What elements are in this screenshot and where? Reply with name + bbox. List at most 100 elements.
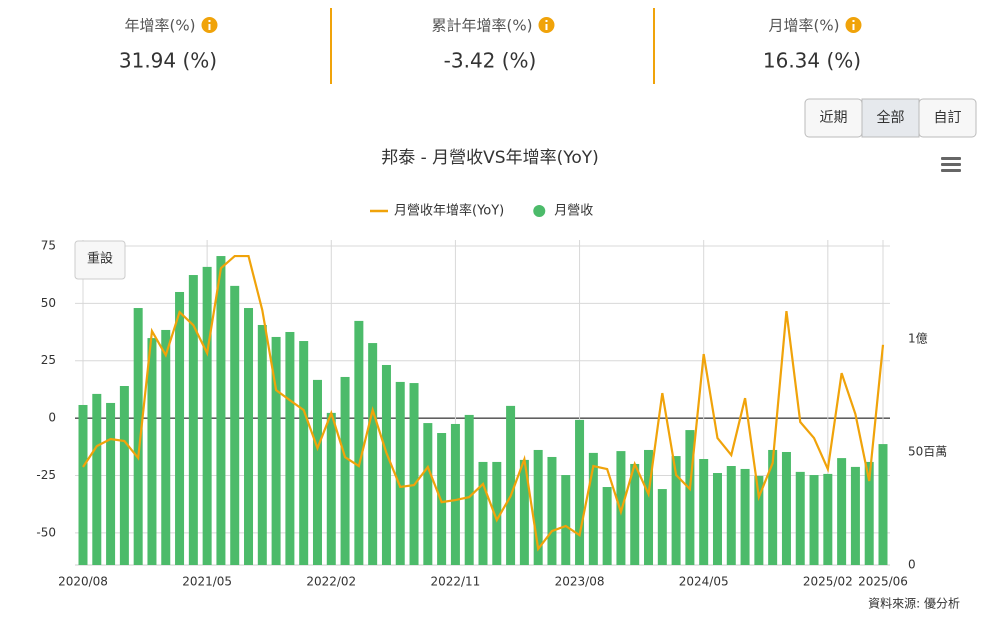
bar (630, 463, 640, 565)
bar (864, 461, 874, 565)
info-icon-glyph (545, 20, 548, 22)
bar (285, 331, 295, 565)
bar (175, 291, 185, 565)
kpi-value: -3.42 (%) (444, 49, 537, 73)
legend-dot (533, 205, 546, 217)
reset-button-label[interactable]: 重設 (87, 251, 113, 267)
bar (547, 456, 557, 565)
bar (506, 405, 516, 565)
bar (216, 256, 226, 565)
bar (230, 285, 240, 565)
bar (588, 452, 598, 565)
bar (161, 329, 171, 565)
bar (657, 489, 667, 565)
bar (809, 475, 819, 565)
bar (781, 451, 791, 565)
y-tick-label: -25 (36, 468, 56, 482)
bar (340, 376, 350, 565)
bar (257, 324, 267, 565)
bar (147, 338, 157, 565)
bar (519, 459, 529, 565)
kpi-value: 31.94 (%) (119, 49, 217, 73)
bar (188, 275, 198, 565)
info-icon-glyph (852, 20, 855, 22)
bar (464, 414, 474, 565)
legend-label: 月營收 (554, 204, 593, 219)
bar (312, 379, 322, 565)
bar (699, 459, 709, 565)
range-button-label[interactable]: 近期 (820, 110, 848, 126)
range-button[interactable] (918, 98, 977, 138)
bar (437, 433, 447, 565)
bar (685, 430, 695, 565)
range-button-label[interactable]: 全部 (877, 109, 905, 126)
y2-tick-label: 0 (908, 558, 916, 572)
y-tick-label: 0 (48, 411, 56, 425)
reset-button[interactable] (74, 240, 126, 280)
bar (92, 393, 102, 565)
legend-label: 月營收年增率(YoY) (394, 203, 504, 219)
bar (740, 468, 750, 565)
bar (106, 402, 116, 565)
x-tick-label: 2025/02 (803, 575, 853, 589)
bar (450, 423, 460, 565)
x-tick-label: 2022/11 (430, 575, 480, 589)
bar (271, 336, 281, 565)
bar (823, 473, 833, 565)
bar (202, 266, 212, 565)
source: 資料來源: 優分析 (868, 597, 960, 611)
kpi-value: 16.34 (%) (763, 49, 861, 73)
bar (795, 471, 805, 565)
y2-tick-label: 1億 (908, 331, 928, 345)
info-icon-glyph (208, 20, 211, 22)
bar (395, 381, 405, 565)
kpi-label: 月增率(%) (769, 17, 840, 35)
line (82, 254, 885, 552)
bar (754, 475, 764, 565)
bar (409, 383, 419, 565)
y-tick-label: 50 (41, 296, 56, 310)
chart-title: 邦泰 - 月營收VS年增率(YoY) (381, 148, 599, 168)
bar (712, 473, 722, 565)
bar (244, 308, 254, 565)
y-tick-label: -50 (36, 525, 56, 539)
bar (368, 343, 378, 565)
info-icon-glyph (852, 24, 855, 30)
x-tick-label: 2025/06 (858, 575, 908, 589)
bar (492, 461, 502, 565)
y-tick-label: 25 (41, 353, 56, 367)
range-button-label[interactable]: 自訂 (934, 110, 962, 126)
x-tick-label: 2020/08 (58, 575, 108, 589)
bar (478, 461, 488, 565)
y2-tick-label: 50百萬 (908, 444, 947, 458)
kpi-label: 累計年增率(%) (432, 17, 533, 35)
bar (381, 364, 391, 565)
info-icon-glyph (208, 24, 211, 30)
x-tick-label: 2022/02 (306, 575, 356, 589)
bar (119, 386, 129, 565)
bar (354, 320, 364, 565)
info-icon-glyph (545, 24, 548, 30)
bar (533, 449, 543, 565)
bar (575, 419, 585, 565)
y-tick-label: 75 (41, 238, 56, 252)
x-tick-label: 2021/05 (182, 575, 232, 589)
menu-icon[interactable] (941, 157, 961, 172)
bar (644, 449, 654, 565)
bar (299, 341, 309, 565)
x-tick-label: 2023/08 (555, 575, 605, 589)
bar (671, 456, 681, 565)
bar (326, 412, 336, 565)
bar (878, 444, 888, 565)
bar (423, 423, 433, 565)
bar (837, 458, 847, 565)
x-tick-label: 2024/05 (679, 575, 729, 589)
bar (602, 487, 612, 565)
bar (768, 449, 778, 565)
bar (850, 466, 860, 565)
kpi-label: 年增率(%) (125, 17, 196, 35)
bar (726, 466, 736, 565)
bar (133, 308, 143, 565)
bar (561, 475, 571, 565)
